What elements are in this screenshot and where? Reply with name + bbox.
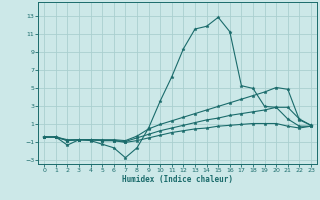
X-axis label: Humidex (Indice chaleur): Humidex (Indice chaleur) <box>122 175 233 184</box>
